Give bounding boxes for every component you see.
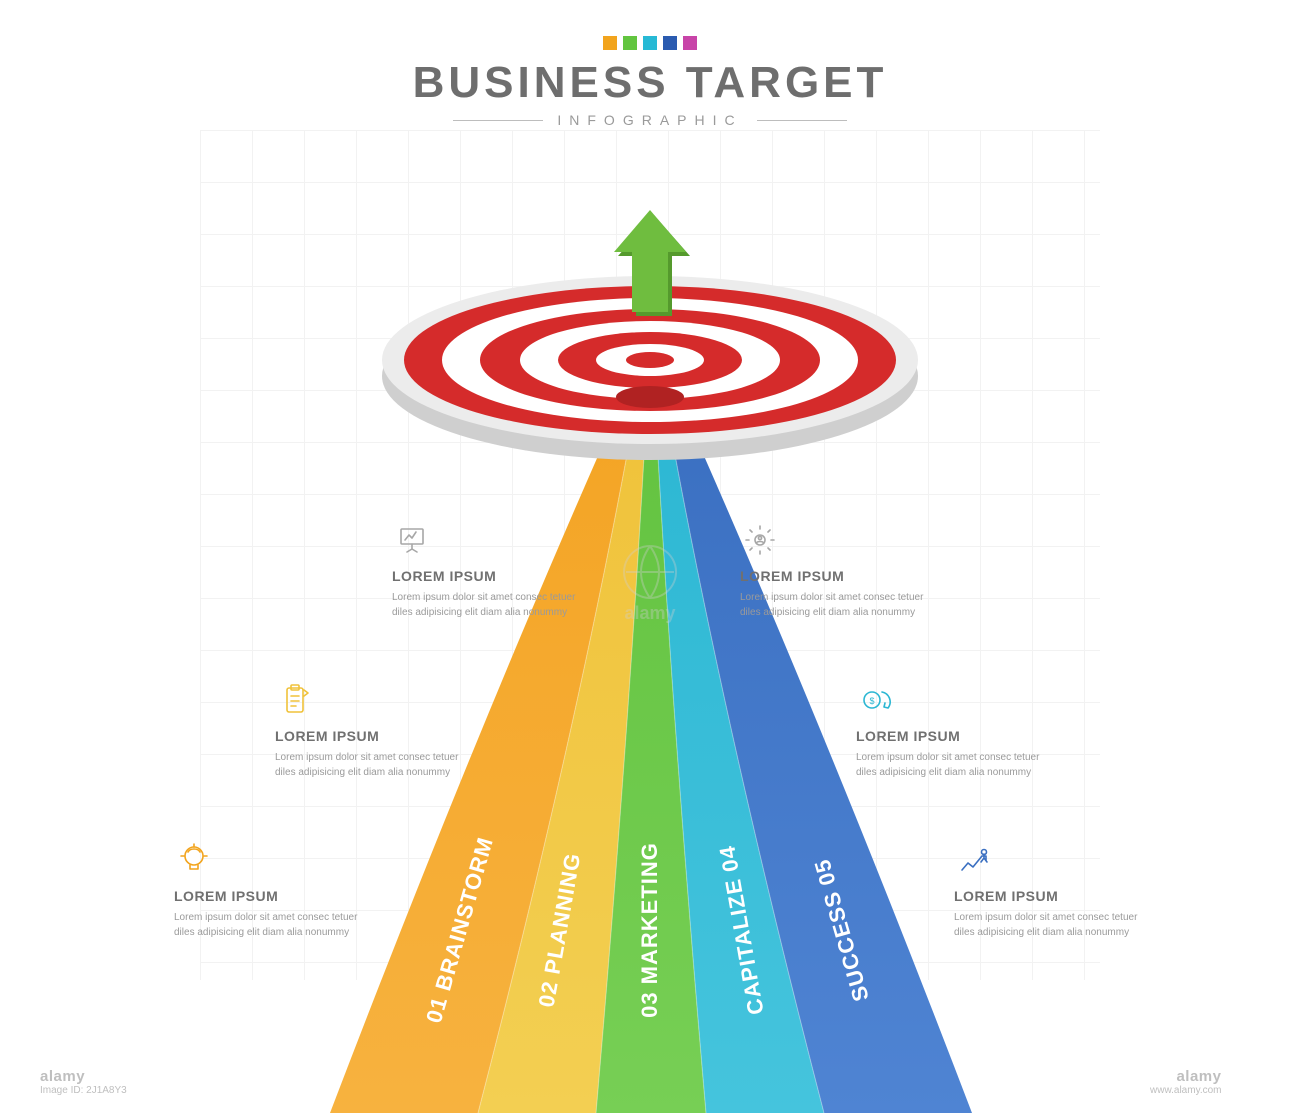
- callout-2: LOREM IPSUM Lorem ipsum dolor sit amet co…: [275, 680, 465, 780]
- callout-body: Lorem ipsum dolor sit amet consec tetuer…: [392, 590, 582, 620]
- watermark-left: alamy Image ID: 2J1A8Y3: [40, 1068, 127, 1096]
- svg-text:$: $: [869, 696, 874, 706]
- lane-label-3: 03 MARKETING: [637, 842, 663, 1018]
- coin-chart-icon: $: [856, 680, 1046, 720]
- clipboard-icon: [275, 680, 465, 720]
- callout-body: Lorem ipsum dolor sit amet consec tetuer…: [856, 750, 1046, 780]
- subtitle-row: INFOGRAPHIC: [0, 112, 1300, 128]
- callout-4: LOREM IPSUM Lorem ipsum dolor sit amet co…: [740, 520, 930, 620]
- callout-body: Lorem ipsum dolor sit amet consec tetuer…: [954, 910, 1144, 940]
- callout-body: Lorem ipsum dolor sit amet consec tetuer…: [275, 750, 465, 780]
- dot-4: [663, 36, 677, 50]
- dot-2: [623, 36, 637, 50]
- callout-title: LOREM IPSUM: [392, 568, 582, 584]
- divider-right: [757, 120, 847, 121]
- presentation-icon: [392, 520, 582, 560]
- gear-person-icon: [740, 520, 930, 560]
- header: BUSINESS TARGET INFOGRAPHIC: [0, 36, 1300, 128]
- callout-body: Lorem ipsum dolor sit amet consec tetuer…: [740, 590, 930, 620]
- dot-5: [683, 36, 697, 50]
- accent-dots: [0, 36, 1300, 50]
- dot-3: [643, 36, 657, 50]
- growth-icon: [954, 840, 1144, 880]
- callout-title: LOREM IPSUM: [174, 888, 364, 904]
- dot-1: [603, 36, 617, 50]
- callout-title: LOREM IPSUM: [954, 888, 1144, 904]
- callout-title: LOREM IPSUM: [275, 728, 465, 744]
- callout-title: LOREM IPSUM: [856, 728, 1046, 744]
- page-title: BUSINESS TARGET: [0, 58, 1300, 108]
- callout-title: LOREM IPSUM: [740, 568, 930, 584]
- callout-5: $ LOREM IPSUM Lorem ipsum dolor sit amet c…: [856, 680, 1046, 780]
- callout-1: LOREM IPSUM Lorem ipsum dolor sit amet co…: [174, 840, 364, 940]
- page-subtitle: INFOGRAPHIC: [557, 112, 742, 128]
- divider-left: [453, 120, 543, 121]
- callout-3: LOREM IPSUM Lorem ipsum dolor sit amet co…: [392, 520, 582, 620]
- watermark-right: alamy www.alamy.com: [1150, 1068, 1222, 1096]
- lightbulb-icon: [174, 840, 364, 880]
- callout-6: LOREM IPSUM Lorem ipsum dolor sit amet co…: [954, 840, 1144, 940]
- callout-body: Lorem ipsum dolor sit amet consec tetuer…: [174, 910, 364, 940]
- watermark-center: alamy: [590, 540, 710, 624]
